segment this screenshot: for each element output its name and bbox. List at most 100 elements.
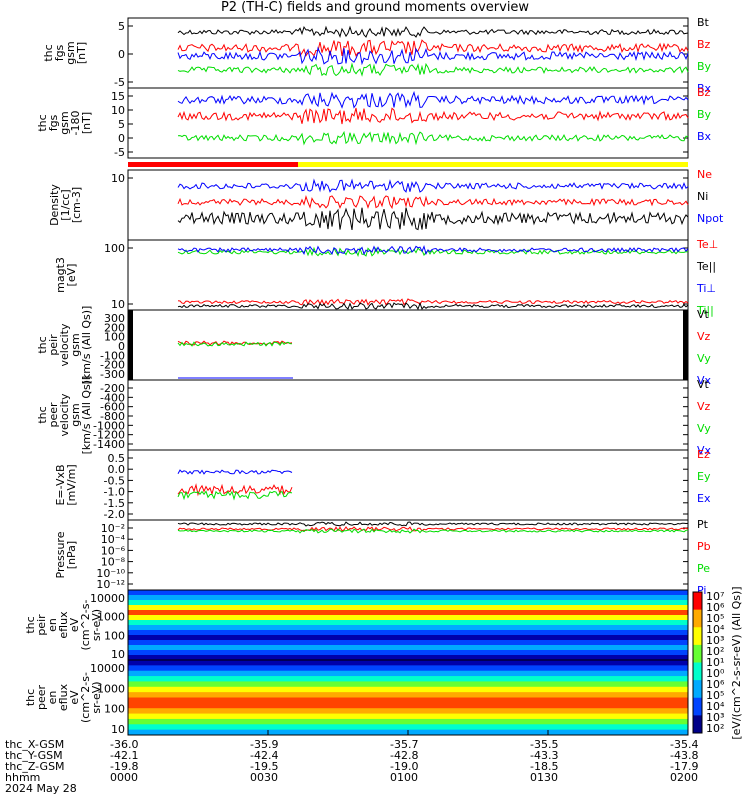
legend-Ey: Ey — [697, 470, 711, 483]
x-axis-value: -43.3 — [530, 749, 559, 762]
legend-Bz: Bz — [697, 38, 711, 51]
panel-frame — [127, 17, 689, 89]
legend-Vy: Vy — [697, 422, 711, 435]
y-tick-label: 10 — [111, 298, 125, 311]
heatmap-band — [128, 708, 688, 715]
heatmap-band — [128, 595, 688, 601]
y-axis-label: E=-VxB — [54, 464, 67, 505]
data-gap-bar — [683, 310, 688, 380]
y-axis-label: gsm — [64, 41, 77, 64]
panel-peir_eflux — [127, 589, 689, 661]
colorbar-tick: 10⁵ — [706, 612, 724, 625]
colorbar-segment — [693, 680, 702, 699]
legend-Ti||: Ti|| — [696, 304, 714, 317]
series-line-ez — [177, 483, 293, 497]
x-axis-row-name: thc_Y-GSM — [5, 749, 63, 762]
mode-bar-yellow — [298, 162, 688, 167]
heatmap-band — [128, 665, 688, 672]
x-axis-value: 0200 — [670, 771, 698, 784]
colorbar-frame — [692, 591, 703, 734]
legend-Vt: Vt — [697, 308, 710, 321]
y-tick-label: -800 — [100, 410, 125, 423]
heatmap-band — [128, 724, 688, 731]
y-axis-label: eV — [68, 617, 81, 632]
y-axis-label: eV — [68, 690, 81, 705]
y-tick-label: 0.0 — [108, 463, 126, 476]
series-line-Bx — [177, 62, 689, 77]
legend-Ez: Ez — [697, 448, 710, 461]
y-axis-label: thc — [36, 114, 49, 131]
x-axis-value: -35.5 — [530, 738, 559, 751]
colorbar-segment — [693, 715, 702, 734]
y-tick-label: 10 — [111, 172, 125, 185]
colorbar-tick: 10² — [706, 645, 724, 658]
y-axis-label: [cm-3] — [70, 187, 83, 223]
y-tick-label: -5 — [114, 146, 125, 159]
y-tick-label: 0.5 — [108, 452, 126, 465]
series-line-Te|| — [177, 244, 689, 256]
heatmap-band — [128, 630, 688, 636]
y-tick-label: 0 — [118, 132, 125, 145]
panel-frame — [127, 379, 689, 451]
y-tick-label: 10⁻¹⁰ — [96, 567, 125, 580]
colorbar-tick: 10⁴ — [706, 623, 725, 636]
y-axis-label: Pressure — [54, 531, 67, 578]
legend-Bx: Bx — [697, 130, 712, 143]
x-axis-value: -35.7 — [390, 738, 419, 751]
x-axis-value: -35.4 — [670, 738, 699, 751]
heatmap-band — [128, 600, 688, 606]
heatmap-band — [128, 610, 688, 616]
series-line-Bx — [177, 130, 689, 146]
y-axis-label: (cm^2-s- — [79, 600, 92, 651]
y-tick-label: -1000 — [93, 419, 125, 432]
y-axis-label: [1/cc] — [59, 189, 72, 220]
series-line-Ti⊥ — [177, 298, 689, 306]
x-axis-value: 0130 — [530, 771, 558, 784]
y-tick-label: 10⁻² — [101, 522, 125, 535]
y-axis-label: thc — [36, 406, 49, 423]
y-axis-label: [nT] — [75, 42, 88, 64]
y-axis-label: thc — [42, 44, 55, 61]
y-tick-label: 0 — [118, 48, 125, 61]
y-tick-label: 5 — [118, 20, 125, 33]
y-axis-label: eflux — [57, 611, 70, 639]
legend-Vt: Vt — [697, 378, 710, 391]
legend-Pb: Pb — [697, 540, 711, 553]
legend-Vx: Vx — [697, 374, 712, 387]
mode-bar-red — [128, 162, 298, 167]
y-tick-label: -0.5 — [104, 474, 125, 487]
y-axis-label: -180 — [69, 111, 82, 136]
colorbar-label: [eV/(cm^2-s-sr-eV) (All Qs)] — [730, 586, 743, 739]
y-tick-label: 10 — [111, 723, 125, 736]
legend-By: By — [697, 108, 712, 121]
y-tick-label: 10⁻⁸ — [101, 556, 126, 569]
series-line-vz — [177, 340, 293, 346]
y-axis-label: thc — [36, 336, 49, 353]
y-tick-label: -1.0 — [104, 486, 125, 499]
y-axis-label: velocity — [58, 393, 71, 436]
heatmap-band — [128, 625, 688, 631]
series-line-Npot — [177, 207, 689, 231]
y-axis-label: [eV] — [65, 264, 78, 287]
colorbar-tick: 10⁴ — [706, 700, 725, 713]
y-tick-label: 10⁻⁶ — [101, 544, 126, 557]
y-tick-label: 100 — [104, 703, 125, 716]
heatmap-band — [128, 718, 688, 725]
series-line-1 — [177, 526, 689, 532]
heatmap-band — [128, 590, 688, 596]
y-axis-label: [km/s (All Qs)] — [80, 306, 93, 385]
heatmap-band — [128, 635, 688, 641]
colorbar-segment — [693, 592, 702, 611]
heatmap-band — [128, 686, 688, 693]
y-axis-label: en — [46, 691, 59, 705]
legend-Npot: Npot — [697, 212, 724, 225]
y-tick-label: 100 — [104, 629, 125, 642]
y-tick-label: 15 — [111, 90, 125, 103]
y-tick-label: 10⁻⁴ — [101, 533, 126, 546]
legend-Vz: Vz — [697, 330, 711, 343]
y-axis-label: [km/s (All Qs)] — [80, 376, 93, 455]
legend-Vy: Vy — [697, 352, 711, 365]
y-tick-label: -1400 — [93, 438, 125, 451]
panel-efield — [127, 449, 689, 521]
series-line-Bt — [177, 25, 689, 39]
